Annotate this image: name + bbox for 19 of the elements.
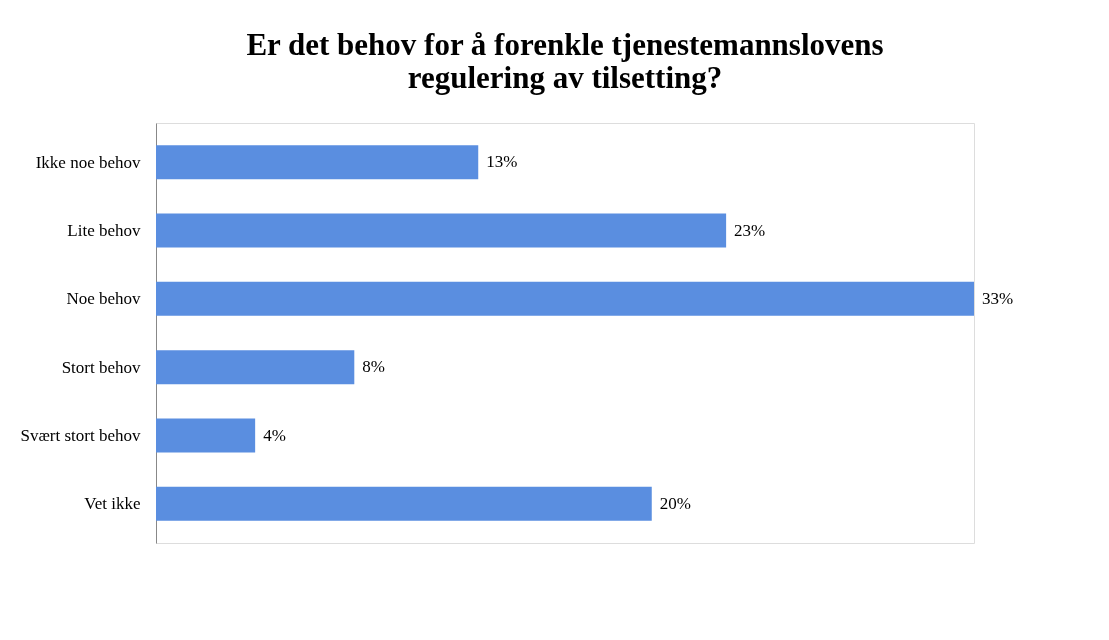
y-tick-label: Lite behov bbox=[67, 221, 141, 240]
data-label: 8% bbox=[362, 357, 385, 377]
text: Er det behov for å forenkle tjenestemannslovens bbox=[246, 27, 884, 62]
data-label: 4% bbox=[263, 425, 286, 445]
bar bbox=[156, 145, 479, 180]
bar bbox=[156, 281, 974, 316]
bar bbox=[156, 350, 355, 385]
data-label: 13% bbox=[486, 152, 518, 172]
y-tick-label: Ikke noe behov bbox=[35, 152, 141, 172]
bar bbox=[156, 486, 652, 521]
data-label: 23% bbox=[734, 220, 766, 240]
y-tick-label: Svært stort behov bbox=[20, 426, 141, 445]
y-tick-label: Vet ikke bbox=[84, 494, 141, 514]
bar bbox=[156, 213, 727, 248]
data-label: 20% bbox=[659, 493, 691, 513]
bar bbox=[156, 418, 256, 453]
y-tick-label: Noe behov bbox=[66, 289, 141, 309]
y-tick-label: Stort behov bbox=[61, 357, 141, 377]
data-label: 33% bbox=[982, 288, 1014, 308]
